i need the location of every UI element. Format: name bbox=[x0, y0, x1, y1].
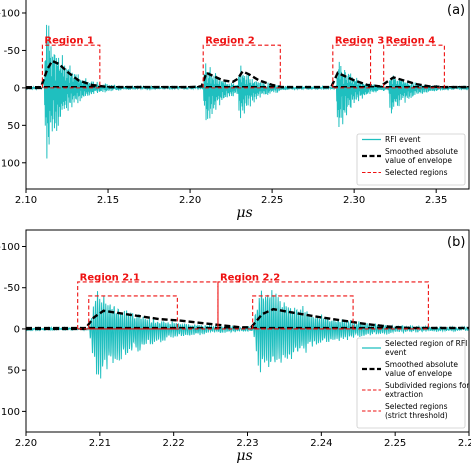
b-y-tick-label: 0 bbox=[14, 324, 20, 335]
b-y-tick-label: 50 bbox=[7, 366, 20, 377]
b-region-label: Region 2.2 bbox=[220, 272, 280, 283]
b-legend-entry: Smoothed absolute value of envelope bbox=[385, 360, 458, 378]
a-legend-entry: RFI event bbox=[385, 135, 421, 144]
a-x-tick-label: 2.20 bbox=[179, 195, 201, 206]
panel-a: Region 1 Region 2 Region 3 Region 4 2.10 2.1… bbox=[0, 0, 469, 221]
a-x-tick-label: 2.15 bbox=[97, 195, 119, 206]
a-region-label: Region 2 bbox=[205, 36, 255, 47]
a-region-label: Region 4 bbox=[386, 36, 436, 47]
a-x-tick-label: 2.30 bbox=[343, 195, 365, 206]
b-legend-entry: Selected regions (strict threshold) bbox=[385, 402, 448, 420]
panel-a-x-axis-label: μs bbox=[236, 205, 252, 221]
b-x-tick-label: 2.26 bbox=[458, 438, 471, 449]
panel-b-label: (b) bbox=[447, 235, 465, 250]
b-x-tick-label: 2.20 bbox=[15, 438, 37, 449]
panel-b: Region 2.1 Region 2.2 2.20 2.21 2.22 2.23 2.2… bbox=[0, 230, 471, 464]
a-region-box bbox=[203, 45, 280, 88]
b-x-tick-label: 2.25 bbox=[384, 438, 406, 449]
b-y-tick-label: -100 bbox=[0, 242, 20, 253]
a-x-tick-label: 2.10 bbox=[15, 195, 37, 206]
a-y-tick-label: 0 bbox=[14, 83, 20, 94]
a-region-label: Region 1 bbox=[44, 36, 94, 47]
a-y-tick-label: 100 bbox=[1, 158, 20, 169]
b-region-label: Region 2.1 bbox=[80, 272, 140, 283]
a-region-box bbox=[384, 45, 445, 88]
a-y-tick-label: 50 bbox=[7, 121, 20, 132]
b-x-tick-label: 2.24 bbox=[310, 438, 332, 449]
b-x-tick-label: 2.21 bbox=[89, 438, 111, 449]
a-region-label: Region 3 bbox=[335, 36, 385, 47]
b-x-tick-label: 2.22 bbox=[163, 438, 185, 449]
panel-b-x-axis-label: μs bbox=[236, 448, 252, 464]
a-y-tick-label: -100 bbox=[0, 8, 20, 19]
b-y-tick-label: 100 bbox=[1, 407, 20, 418]
b-y-tick-label: -50 bbox=[4, 283, 20, 294]
panel-a-legend: RFI event Smoothed absolute value of envel… bbox=[357, 134, 465, 185]
panel-a-label: (a) bbox=[447, 3, 465, 18]
a-legend-entry: Selected regions bbox=[385, 168, 448, 177]
a-legend-entry: Smoothed absolute value of envelope bbox=[385, 147, 458, 165]
a-x-tick-label: 2.35 bbox=[425, 195, 447, 206]
a-x-tick-label: 2.25 bbox=[261, 195, 283, 206]
a-y-tick-label: -50 bbox=[4, 46, 20, 57]
